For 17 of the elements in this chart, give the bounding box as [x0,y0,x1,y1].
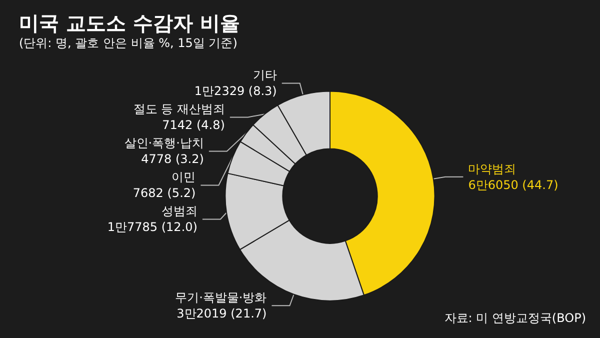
slice-label: 기타 [252,68,277,82]
data-label: 4778 (3.2) [141,152,204,166]
data-label: 3만2019 (21.7) [176,306,267,321]
slice-label: 절도 등 재산범죄 [133,102,225,116]
data-label: 1만7785 (12.0) [107,220,198,234]
chart-subtitle: (단위: 명, 괄호 안은 비율 %, 15일 기준) [19,36,238,50]
data-label: 7682 (5.2) [132,186,196,200]
slice-label: 성범죄 [161,204,198,218]
chart-title: 미국 교도소 수감자 비율 [19,11,240,35]
data-label: 7142 (4.8) [162,118,225,132]
slice-label: 마약범죄 [468,162,516,176]
slice-label: 무기·폭발물·방화 [175,290,267,305]
data-label: 1만2329 (8.3) [194,84,277,98]
slice-label: 이민 [172,170,196,184]
text: 자료: 미 연방교정국(BOP) [444,311,586,325]
data-label: 6만6050 (44.7) [468,178,558,192]
slice-label: 살인·폭행·납치 [124,136,204,150]
